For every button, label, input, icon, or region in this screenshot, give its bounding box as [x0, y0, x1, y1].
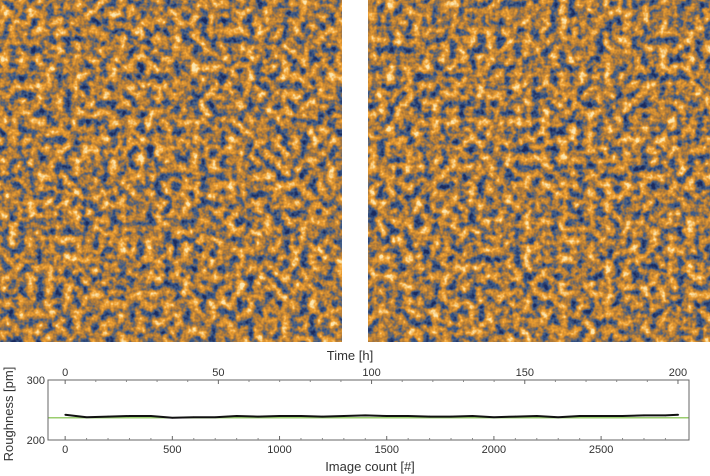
- data-point: [407, 415, 409, 417]
- x2-tick-label: 50: [212, 367, 224, 379]
- data-point: [664, 414, 667, 417]
- x2-tick-label: 0: [62, 367, 68, 379]
- data-point: [192, 416, 195, 418]
- x2-axis-label: Time [h]: [327, 348, 373, 363]
- x-tick-label: 1500: [374, 444, 398, 456]
- y-axis-label: Roughness [pm]: [1, 367, 16, 462]
- data-point: [493, 416, 495, 418]
- x-axis-label: Image count [#]: [325, 459, 415, 474]
- data-point: [677, 414, 680, 416]
- afm-topography-image-right: [368, 0, 710, 342]
- data-point: [428, 415, 431, 418]
- data-point: [321, 415, 324, 418]
- data-point: [578, 415, 581, 417]
- data-point: [385, 415, 388, 417]
- roughness-series-line: [65, 413, 679, 419]
- data-point: [214, 416, 217, 418]
- x2-tick-label: 150: [516, 367, 534, 379]
- data-point: [450, 415, 452, 418]
- x-tick-label: 0: [62, 444, 68, 456]
- data-point: [150, 415, 152, 417]
- data-point: [85, 416, 88, 418]
- y-tick-label: 300: [27, 375, 45, 387]
- y-tick-label: 200: [27, 435, 45, 447]
- data-point: [278, 415, 281, 417]
- data-point: [514, 415, 517, 418]
- data-point: [300, 415, 302, 417]
- data-point: [364, 414, 367, 417]
- data-point: [621, 415, 624, 417]
- x-tick-label: 500: [163, 444, 181, 456]
- data-point: [471, 415, 474, 417]
- plot-area: 0 500 1000 1500 2000 2500 0 50 100 150 200 200 300: [27, 367, 690, 456]
- data-point: [343, 415, 345, 417]
- roughness-chart: Time [h] Roughness [pm] Image count [#] …: [1, 348, 690, 474]
- plot-frame: [47, 379, 690, 441]
- x2-tick-label: 100: [362, 367, 380, 379]
- data-point: [64, 414, 66, 416]
- afm-topography-image-left: [0, 0, 342, 342]
- data-point: [107, 415, 109, 418]
- x-tick-label: 1000: [267, 444, 291, 456]
- x2-tick-label: 200: [669, 367, 687, 379]
- data-point: [235, 415, 238, 417]
- data-point: [535, 415, 538, 417]
- x-tick-label: 2500: [589, 444, 613, 456]
- data-point: [128, 415, 131, 417]
- data-point: [643, 414, 645, 417]
- data-point: [257, 415, 259, 418]
- data-point: [171, 417, 174, 419]
- data-point: [600, 415, 602, 417]
- data-point: [557, 416, 560, 418]
- x-tick-label: 2000: [482, 444, 506, 456]
